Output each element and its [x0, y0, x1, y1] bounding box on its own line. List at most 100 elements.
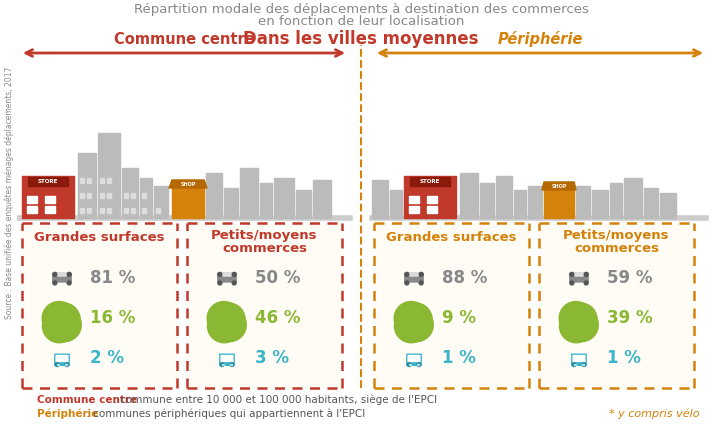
- Circle shape: [232, 281, 236, 285]
- Bar: [107, 208, 111, 213]
- FancyBboxPatch shape: [218, 273, 236, 282]
- Circle shape: [405, 272, 409, 276]
- Circle shape: [405, 281, 409, 285]
- Bar: [296, 190, 311, 218]
- Bar: [514, 190, 526, 218]
- FancyBboxPatch shape: [406, 354, 421, 365]
- Bar: [410, 177, 450, 186]
- Bar: [409, 206, 419, 213]
- Bar: [624, 178, 642, 218]
- Bar: [582, 364, 584, 365]
- Bar: [460, 173, 478, 218]
- Circle shape: [582, 363, 586, 366]
- Text: 59 %: 59 %: [607, 269, 653, 287]
- Text: Commune centre : commune entre 10 000 et 100 000 habitants, siège de l'EPCI: Commune centre : commune entre 10 000 et…: [37, 395, 454, 405]
- Circle shape: [570, 281, 574, 285]
- Bar: [45, 206, 55, 213]
- Bar: [528, 186, 542, 218]
- Polygon shape: [169, 180, 207, 188]
- Bar: [313, 180, 331, 218]
- Text: Petits/moyens: Petits/moyens: [212, 229, 318, 242]
- Polygon shape: [542, 182, 576, 190]
- Circle shape: [584, 281, 588, 285]
- Bar: [142, 208, 146, 213]
- Text: * y compris vélo: * y compris vélo: [609, 408, 700, 419]
- Bar: [100, 208, 104, 213]
- Text: 1 %: 1 %: [442, 349, 476, 367]
- Bar: [80, 178, 84, 183]
- Bar: [78, 153, 96, 218]
- Bar: [427, 206, 437, 213]
- Bar: [480, 183, 494, 218]
- Bar: [222, 364, 224, 365]
- Bar: [390, 190, 402, 218]
- Bar: [107, 193, 111, 198]
- Bar: [230, 364, 232, 365]
- Text: 16 %: 16 %: [90, 309, 136, 327]
- Bar: [27, 206, 37, 213]
- Bar: [427, 196, 437, 203]
- Circle shape: [419, 281, 423, 285]
- Text: commerces: commerces: [222, 242, 307, 255]
- Bar: [172, 180, 204, 218]
- Circle shape: [230, 363, 234, 366]
- Bar: [27, 196, 37, 203]
- FancyBboxPatch shape: [222, 274, 232, 278]
- Bar: [644, 188, 658, 218]
- FancyBboxPatch shape: [56, 356, 68, 361]
- Bar: [87, 178, 91, 183]
- FancyBboxPatch shape: [53, 273, 71, 282]
- Text: Commune centre: Commune centre: [37, 395, 137, 405]
- Text: Petits/moyens: Petits/moyens: [563, 229, 670, 242]
- Bar: [409, 364, 411, 365]
- Bar: [100, 178, 104, 183]
- Bar: [131, 208, 135, 213]
- FancyBboxPatch shape: [572, 354, 586, 365]
- Text: Périphérie: Périphérie: [497, 31, 583, 47]
- Bar: [142, 193, 146, 198]
- Text: Source : Base unifiée des enquêtes ménages déplacements, 2017: Source : Base unifiée des enquêtes ménag…: [4, 67, 14, 319]
- Bar: [417, 364, 419, 365]
- FancyBboxPatch shape: [58, 274, 66, 276]
- Text: 50 %: 50 %: [255, 269, 300, 287]
- Text: Commune centre: Commune centre: [113, 32, 254, 47]
- Circle shape: [218, 281, 222, 285]
- Bar: [22, 176, 74, 218]
- Bar: [224, 188, 238, 218]
- Circle shape: [218, 272, 222, 276]
- Bar: [592, 190, 608, 218]
- Bar: [87, 193, 91, 198]
- Bar: [124, 193, 128, 198]
- Bar: [131, 193, 135, 198]
- Circle shape: [407, 363, 411, 366]
- Bar: [100, 193, 104, 198]
- FancyBboxPatch shape: [575, 274, 583, 276]
- Circle shape: [570, 272, 574, 276]
- Bar: [107, 178, 111, 183]
- Bar: [240, 168, 258, 218]
- Circle shape: [65, 363, 69, 366]
- Bar: [260, 183, 272, 218]
- Circle shape: [67, 272, 71, 276]
- FancyBboxPatch shape: [570, 273, 588, 282]
- Text: 3 %: 3 %: [255, 349, 289, 367]
- Bar: [57, 364, 59, 365]
- Bar: [45, 196, 55, 203]
- FancyBboxPatch shape: [408, 356, 420, 361]
- FancyBboxPatch shape: [405, 273, 423, 282]
- Bar: [576, 186, 590, 218]
- Bar: [65, 364, 67, 365]
- Text: Périphérie: Périphérie: [37, 408, 98, 419]
- Bar: [23, 224, 176, 387]
- Text: : commune entre 10 000 et 100 000 habitants, siège de l'EPCI: : commune entre 10 000 et 100 000 habita…: [110, 395, 437, 405]
- Circle shape: [53, 281, 57, 285]
- Bar: [156, 208, 160, 213]
- FancyBboxPatch shape: [410, 274, 418, 276]
- Text: 9 %: 9 %: [442, 309, 476, 327]
- Bar: [206, 173, 222, 218]
- Bar: [574, 364, 576, 365]
- Text: 1 %: 1 %: [607, 349, 641, 367]
- Circle shape: [56, 363, 59, 366]
- Circle shape: [60, 312, 64, 316]
- Text: Dans les villes moyennes: Dans les villes moyennes: [243, 30, 479, 48]
